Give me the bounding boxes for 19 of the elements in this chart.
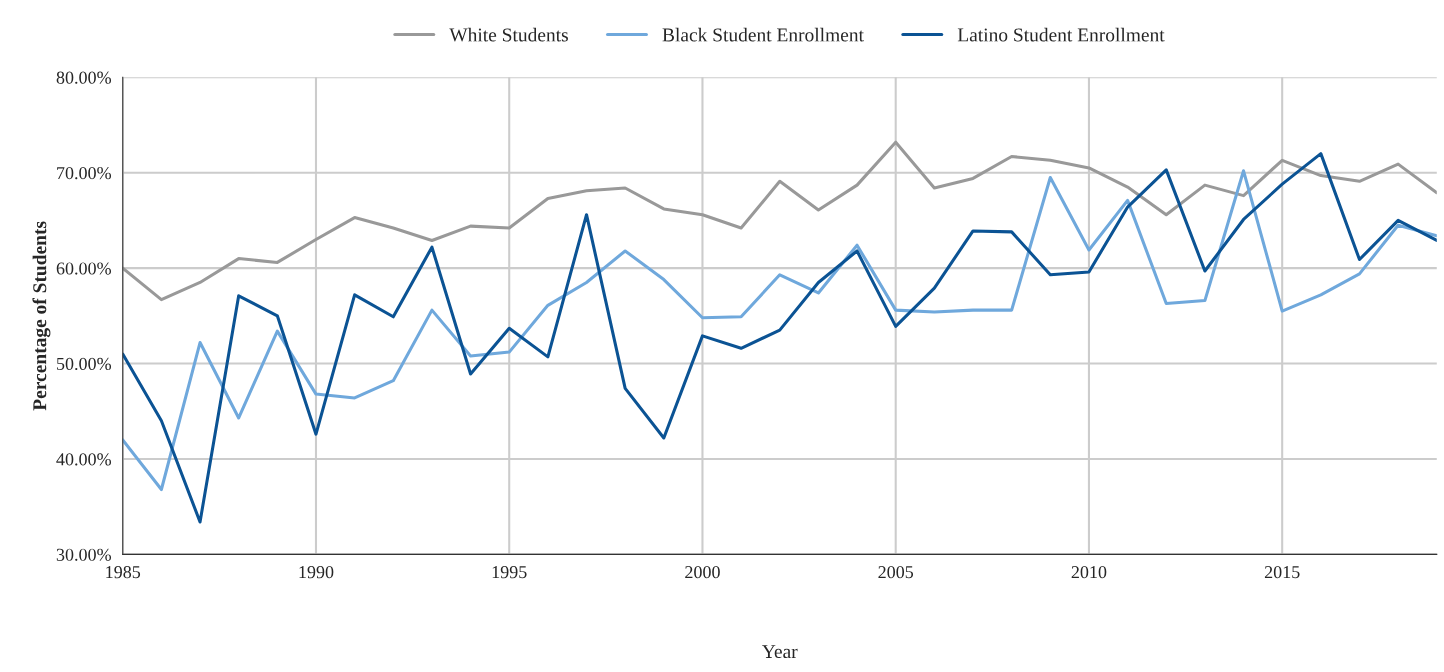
y-tick-label: 60.00% <box>56 262 112 275</box>
line-series <box>122 140 1437 302</box>
x-tick-label: 2015 <box>1264 566 1300 579</box>
x-tick-label: 2010 <box>1071 566 1107 579</box>
x-tick-label: 2000 <box>685 566 720 579</box>
x-tick-label: 1985 <box>106 566 141 579</box>
legend-label: Latino Student Enrollment <box>957 27 1165 42</box>
y-tick-label: 70.00% <box>57 166 112 180</box>
x-tick-label: 2005 <box>878 566 914 579</box>
y-tick-label: 50.00% <box>57 357 112 371</box>
x-axis-title: Year <box>762 645 798 659</box>
legend-label: Black Student Enrollment <box>662 27 864 42</box>
y-tick-label: 80.00% <box>56 71 112 84</box>
x-tick-label: 1990 <box>299 566 334 579</box>
y-tick-label: 30.00% <box>56 548 112 561</box>
x-tick-label: 1995 <box>492 566 527 579</box>
y-axis-title: Percentage of Students <box>32 221 51 411</box>
legend-label: White Students <box>449 27 568 42</box>
y-tick-label: 40.00% <box>56 453 112 466</box>
